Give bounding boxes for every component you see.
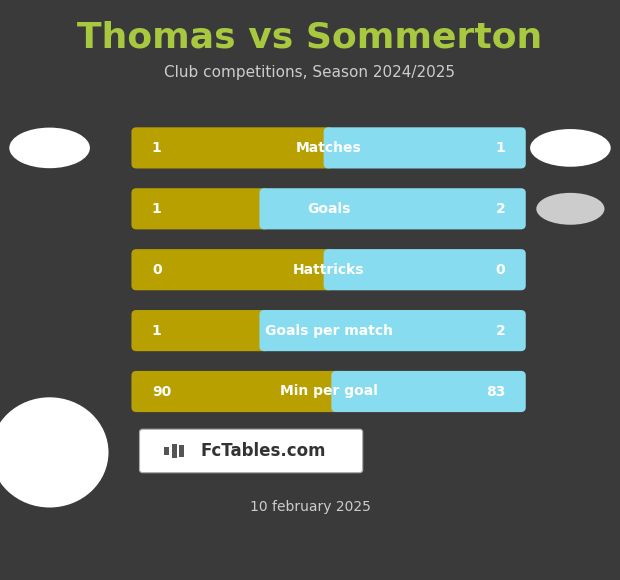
Text: Matches: Matches	[296, 141, 361, 155]
Ellipse shape	[0, 397, 108, 508]
Text: Goals per match: Goals per match	[265, 324, 392, 338]
Text: 10 february 2025: 10 february 2025	[250, 501, 370, 514]
Text: 2: 2	[495, 202, 505, 216]
Text: Min per goal: Min per goal	[280, 385, 378, 398]
Bar	[172, 444, 177, 458]
Text: 1: 1	[152, 324, 162, 338]
FancyBboxPatch shape	[324, 249, 526, 290]
Text: Club competitions, Season 2024/2025: Club competitions, Season 2024/2025	[164, 65, 456, 80]
Text: 1: 1	[152, 202, 162, 216]
FancyBboxPatch shape	[131, 188, 269, 229]
Text: 0: 0	[495, 263, 505, 277]
FancyBboxPatch shape	[131, 371, 341, 412]
FancyBboxPatch shape	[131, 249, 334, 290]
FancyBboxPatch shape	[131, 310, 269, 351]
FancyBboxPatch shape	[140, 429, 363, 473]
Bar	[179, 445, 184, 457]
Text: 83: 83	[486, 385, 505, 398]
Ellipse shape	[536, 193, 604, 224]
FancyBboxPatch shape	[259, 188, 526, 229]
Text: 1: 1	[152, 141, 162, 155]
Text: 1: 1	[495, 141, 505, 155]
Text: 0: 0	[152, 263, 162, 277]
Ellipse shape	[9, 128, 90, 168]
FancyBboxPatch shape	[259, 310, 526, 351]
Text: Hattricks: Hattricks	[293, 263, 365, 277]
Ellipse shape	[530, 129, 611, 167]
Text: 2: 2	[495, 324, 505, 338]
Text: FcTables.com: FcTables.com	[201, 442, 326, 460]
FancyBboxPatch shape	[324, 128, 526, 168]
Text: Thomas vs Sommerton: Thomas vs Sommerton	[78, 21, 542, 55]
FancyBboxPatch shape	[131, 128, 334, 168]
Text: 90: 90	[152, 385, 171, 398]
Text: Goals: Goals	[307, 202, 350, 216]
FancyBboxPatch shape	[331, 371, 526, 412]
Bar	[164, 447, 169, 455]
